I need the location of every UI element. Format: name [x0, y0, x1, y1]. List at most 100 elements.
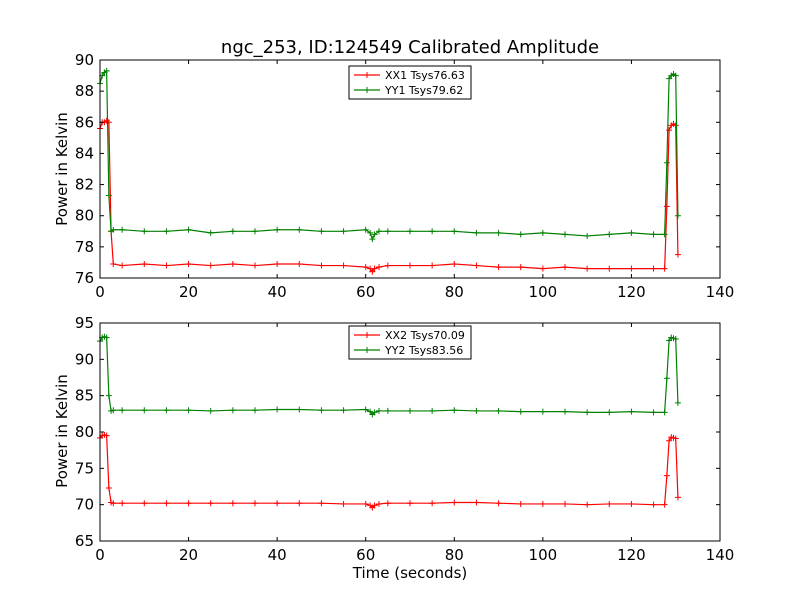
bottom-series-1-point: [672, 435, 679, 442]
top-series-2-point: [110, 226, 117, 233]
top-series-2-point: [384, 228, 391, 235]
top-series-2-point: [517, 231, 524, 238]
bottom-legend-entry: YY2 Tsys83.56: [384, 344, 463, 357]
top-series-2-point: [296, 226, 303, 233]
bottom-legend-entry: XX2 Tsys70.09: [385, 329, 465, 342]
bottom-series-2-point: [340, 407, 347, 414]
bottom-series-2-point: [628, 408, 635, 415]
bottom-series-2-point: [650, 409, 657, 416]
top-series-2-point: [661, 231, 668, 238]
bottom-y-tick-label: 90: [75, 350, 94, 368]
bottom-series-1-point: [663, 472, 670, 479]
top-legend: XX1 Tsys76.63 YY1 Tsys79.62: [348, 65, 472, 100]
bottom-series-1-point: [473, 499, 480, 506]
bottom-y-tick-label: 85: [75, 387, 94, 405]
top-x-tick-label: 20: [179, 283, 198, 301]
bottom-series-1-point: [606, 500, 613, 507]
bottom-series-2-point: [384, 407, 391, 414]
top-series-1-point: [584, 265, 591, 272]
top-series-1-point: [141, 260, 148, 267]
top-y-tick-label: 88: [75, 82, 94, 100]
top-series-1-point: [473, 262, 480, 269]
top-series-2-point: [562, 231, 568, 238]
top-series-1-point: [384, 262, 391, 269]
top-series-2-point: [407, 228, 413, 235]
bottom-series-2-point: [661, 409, 668, 416]
bottom-x-tick-label: 120: [617, 546, 646, 564]
bottom-series-1-point: [318, 500, 325, 507]
top-x-tick-label: 80: [445, 283, 464, 301]
top-series-1-point: [105, 119, 112, 126]
bottom-series-1-point: [384, 500, 391, 507]
bottom-x-tick-label: 100: [529, 546, 558, 564]
bottom-series-2-point: [252, 407, 258, 414]
top-series-2-point: [119, 226, 126, 233]
bottom-series-2-point: [141, 407, 148, 414]
top-series-2-point: [163, 228, 170, 235]
bottom-series-1-point: [666, 437, 673, 444]
bottom-series-2-point: [163, 407, 170, 414]
bottom-series-1-point: [105, 484, 112, 491]
bottom-series-2-point: [296, 406, 303, 413]
bottom-series-1-point: [661, 501, 668, 508]
top-series-1-point: [296, 260, 303, 267]
bottom-series-1-point: [274, 500, 281, 507]
bottom-series-2-point: [185, 407, 192, 414]
bottom-x-tick-label: 60: [356, 546, 375, 564]
bottom-y-tick-label: 65: [75, 532, 94, 550]
top-series-2-point: [367, 229, 374, 236]
top-series-2-point: [451, 228, 458, 235]
bottom-series-2-point: [110, 407, 117, 414]
bottom-y-tick-label: 80: [75, 423, 94, 441]
top-series-2-point: [539, 229, 546, 236]
top-legend-box: [348, 65, 472, 100]
bottom-series-2-point: [429, 407, 436, 414]
top-series-1-point: [362, 264, 369, 271]
bottom-series-1-point: [103, 432, 110, 439]
top-series-2-point: [369, 236, 376, 243]
top-series-1-point: [340, 262, 347, 269]
top-series-1-point: [451, 260, 458, 267]
top-series-2-point: [185, 226, 192, 233]
top-y-tick-label: 90: [75, 51, 94, 69]
bottom-series-2-point: [105, 392, 112, 399]
bottom-series-1-point: [376, 500, 382, 507]
bottom-series-2-point: [371, 409, 378, 416]
top-series-2-point: [318, 228, 325, 235]
top-series-2-point: [103, 67, 110, 74]
bottom-legend: XX2 Tsys70.09 YY2 Tsys83.56: [348, 325, 472, 360]
bottom-y-tick-label: 75: [75, 459, 94, 477]
bottom-series-2-point: [318, 407, 325, 414]
top-x-tick-label: 100: [529, 283, 558, 301]
bottom-series-1-point: [371, 502, 378, 509]
bottom-series-2-point: [229, 407, 236, 414]
top-series-1-point: [110, 260, 117, 267]
top-series-1-point: [407, 262, 413, 269]
bottom-series-1-point: [429, 500, 436, 507]
top-series-1-point: [661, 265, 668, 272]
top-series-1-point: [517, 264, 524, 271]
bottom-series-2-point: [606, 409, 613, 416]
top-series-2-point: [274, 226, 281, 233]
x-axis-label: Time (seconds): [352, 564, 468, 582]
top-series-2-point: [429, 228, 436, 235]
bottom-series-1-point: [674, 494, 681, 501]
bottom-series-2-point: [362, 406, 369, 413]
bottom-series-1-point: [163, 500, 170, 507]
top-y-tick-label: 76: [75, 269, 94, 287]
top-series-2-point: [650, 231, 657, 238]
top-series-1-point: [562, 264, 568, 271]
bottom-legend-box: [348, 325, 472, 360]
bottom-series-1-point: [495, 500, 502, 507]
top-series-1-point: [674, 251, 681, 258]
top-series-2-point: [473, 229, 480, 236]
bottom-series-2-point: [495, 407, 502, 414]
bottom-series-2-point: [517, 408, 524, 415]
top-series-2-point: [495, 229, 502, 236]
top-x-tick-label: 140: [706, 283, 735, 301]
bottom-series-2-point: [663, 375, 670, 382]
bottom-series-2-point: [674, 399, 681, 406]
bottom-series-2-point: [672, 335, 679, 342]
